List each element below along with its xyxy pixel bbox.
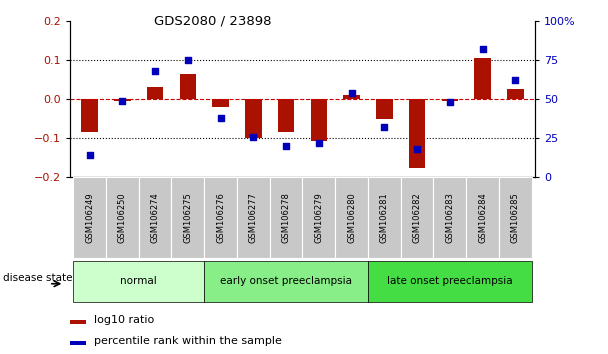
Text: GSM106277: GSM106277 [249, 192, 258, 243]
Text: GSM106283: GSM106283 [446, 192, 454, 243]
Text: normal: normal [120, 276, 157, 286]
Text: late onset preeclampsia: late onset preeclampsia [387, 276, 513, 286]
Text: GSM106281: GSM106281 [380, 192, 389, 243]
Bar [81, 99, 98, 132]
Bar [204, 177, 237, 258]
Bar [302, 177, 335, 258]
Text: GSM106285: GSM106285 [511, 192, 520, 243]
Bar [204, 261, 368, 302]
Bar [73, 261, 204, 302]
Bar [466, 177, 499, 258]
Bar [106, 177, 139, 258]
Bar [368, 261, 532, 302]
Bar [212, 99, 229, 107]
Bar [73, 177, 106, 258]
Text: early onset preeclampsia: early onset preeclampsia [220, 276, 352, 286]
Point [511, 78, 520, 83]
Bar [147, 87, 164, 99]
Bar [171, 177, 204, 258]
Bar [70, 341, 86, 345]
Bar [139, 177, 171, 258]
Point [412, 146, 422, 152]
Point [379, 124, 389, 130]
Text: GSM106279: GSM106279 [314, 192, 323, 243]
Text: percentile rank within the sample: percentile rank within the sample [94, 336, 282, 346]
Bar [179, 74, 196, 99]
Bar [507, 89, 523, 99]
Text: GSM106278: GSM106278 [282, 192, 291, 243]
Point [249, 134, 258, 139]
Text: GSM106280: GSM106280 [347, 192, 356, 243]
Point [117, 98, 127, 103]
Bar [245, 99, 261, 138]
Point [150, 68, 160, 74]
Bar [344, 95, 360, 99]
Text: GSM106276: GSM106276 [216, 192, 225, 243]
Bar [70, 320, 86, 324]
Text: GSM106282: GSM106282 [413, 192, 421, 243]
Bar [376, 99, 393, 119]
Bar [237, 177, 270, 258]
Bar [278, 99, 294, 132]
Bar [270, 177, 303, 258]
Text: log10 ratio: log10 ratio [94, 315, 154, 325]
Bar [434, 177, 466, 258]
Point [347, 90, 356, 96]
Bar [335, 177, 368, 258]
Text: GDS2080 / 23898: GDS2080 / 23898 [154, 14, 272, 27]
Text: GSM106275: GSM106275 [184, 192, 192, 243]
Bar [499, 177, 532, 258]
Point [314, 140, 323, 145]
Bar [441, 99, 458, 101]
Point [183, 57, 193, 63]
Text: GSM106284: GSM106284 [478, 192, 487, 243]
Bar [409, 99, 426, 169]
Bar [114, 99, 131, 101]
Text: disease state: disease state [3, 273, 72, 283]
Point [216, 115, 226, 121]
Point [85, 152, 94, 158]
Bar [368, 177, 401, 258]
Text: GSM106250: GSM106250 [118, 192, 127, 243]
Bar [311, 99, 327, 141]
Point [282, 143, 291, 149]
Bar [401, 177, 434, 258]
Point [445, 99, 455, 105]
Text: GSM106249: GSM106249 [85, 192, 94, 243]
Bar [474, 58, 491, 99]
Point [478, 46, 488, 52]
Text: GSM106274: GSM106274 [151, 192, 159, 243]
